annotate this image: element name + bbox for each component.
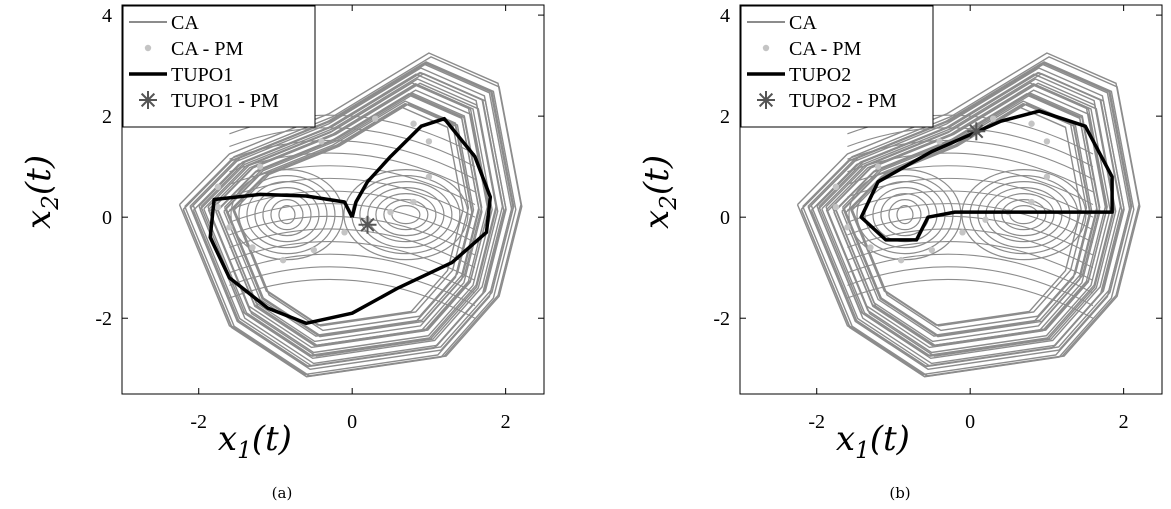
y-axis-label: x2(t) (19, 155, 64, 229)
attractor-swirl-line (271, 200, 303, 230)
poincare-map-point (844, 224, 850, 230)
y-axis-label-subscript: 2 (38, 195, 64, 211)
poincare-map-point (990, 115, 996, 121)
legend-entry-label: TUPO2 - PM (789, 90, 897, 112)
legend: CA CA - PM TUPO2 TUPO2 - PM (741, 6, 933, 127)
legend-entry-label: CA (171, 12, 199, 34)
y-axis-label-subscript: 2 (656, 195, 682, 211)
legend-swatch-asterisk (757, 91, 775, 109)
poincare-map-point (959, 229, 965, 235)
y-tick-label: 4 (102, 5, 112, 27)
poincare-map-point (280, 257, 286, 263)
legend-entry-label: CA (789, 12, 817, 34)
panel-caption: (a) (272, 484, 293, 502)
poincare-map-point (257, 163, 263, 169)
y-axis-label: x2(t) (637, 155, 682, 229)
y-tick-label: 0 (720, 207, 730, 229)
poincare-map-point (1044, 174, 1050, 180)
poincare-map-point (936, 138, 942, 144)
poincare-map-point (833, 204, 839, 210)
x-tick-label: 0 (965, 411, 975, 433)
poincare-map-point (982, 217, 988, 223)
orbit-poincare-asterisk (967, 122, 985, 140)
legend-entry-label: CA - PM (789, 38, 861, 60)
x-axis-label-arg: (t) (252, 419, 292, 459)
attractor-swirl-line (873, 188, 937, 242)
y-axis-label-arg: (t) (19, 155, 59, 195)
poincare-map-point (867, 244, 873, 250)
y-tick-label: 0 (102, 207, 112, 229)
x-tick-label: 0 (347, 411, 357, 433)
legend: CA CA - PM TUPO1 TUPO1 - PM (123, 6, 315, 127)
legend-swatch-dot (763, 45, 769, 51)
x-axis-label: x1(t) (836, 419, 910, 464)
attractor-swirl-line (231, 170, 343, 260)
legend-entry-label: TUPO1 (171, 64, 233, 86)
x-tick-label: -2 (190, 411, 207, 433)
x-tick-label: -2 (808, 411, 825, 433)
poincare-map-point (410, 199, 416, 205)
poincare-map-point (1028, 199, 1034, 205)
poincare-map-point (215, 184, 221, 190)
poincare-map-point (875, 163, 881, 169)
legend-swatch-dot (145, 45, 151, 51)
x-axis-label-subscript: 1 (237, 438, 252, 464)
poincare-map-point (226, 224, 232, 230)
x-axis-label: x1(t) (218, 419, 292, 464)
y-tick-label: 2 (720, 106, 730, 128)
y-tick-label: -2 (713, 308, 730, 330)
poincare-map-point (898, 257, 904, 263)
x-tick-label: 2 (1119, 411, 1129, 433)
x-axis-label-subscript: 1 (855, 438, 870, 464)
poincare-map-point (387, 209, 393, 215)
attractor-swirl-line (889, 200, 921, 230)
legend-entry-label: CA - PM (171, 38, 243, 60)
poincare-map-point (426, 138, 432, 144)
y-tick-label: -2 (95, 308, 112, 330)
poincare-map-point (318, 138, 324, 144)
y-axis-label-arg: (t) (637, 155, 677, 195)
x-axis-label-arg: (t) (870, 419, 910, 459)
poincare-map-point (249, 244, 255, 250)
poincare-map-point (833, 184, 839, 190)
poincare-map-point (372, 115, 378, 121)
poincare-map-point (1044, 138, 1050, 144)
x-tick-label: 2 (501, 411, 511, 433)
poincare-map-point (929, 247, 935, 253)
poincare-map-point (1028, 121, 1034, 127)
panel-caption: (b) (889, 484, 910, 502)
orbit-poincare-asterisk (359, 216, 377, 234)
poincare-map-point (311, 247, 317, 253)
poincare-map-point (426, 174, 432, 180)
legend-entry-label: TUPO1 - PM (171, 90, 279, 112)
legend-swatch-asterisk (139, 91, 157, 109)
poincare-map-point (215, 204, 221, 210)
panel-a: -2 0 2 -2 0 2 4 x1(t) x2(t) CA CA - PM TUPO1 TUPO1 -… (19, 5, 544, 502)
y-tick-label: 2 (102, 106, 112, 128)
poincare-map-point (410, 121, 416, 127)
y-tick-label: 4 (720, 5, 730, 27)
poincare-map-point (341, 229, 347, 235)
panel-b: -2 0 2 -2 0 2 4 x1(t) x2(t) CA CA - PM TUPO2 TUPO2 -… (637, 5, 1162, 502)
legend-entry-label: TUPO2 (789, 64, 851, 86)
